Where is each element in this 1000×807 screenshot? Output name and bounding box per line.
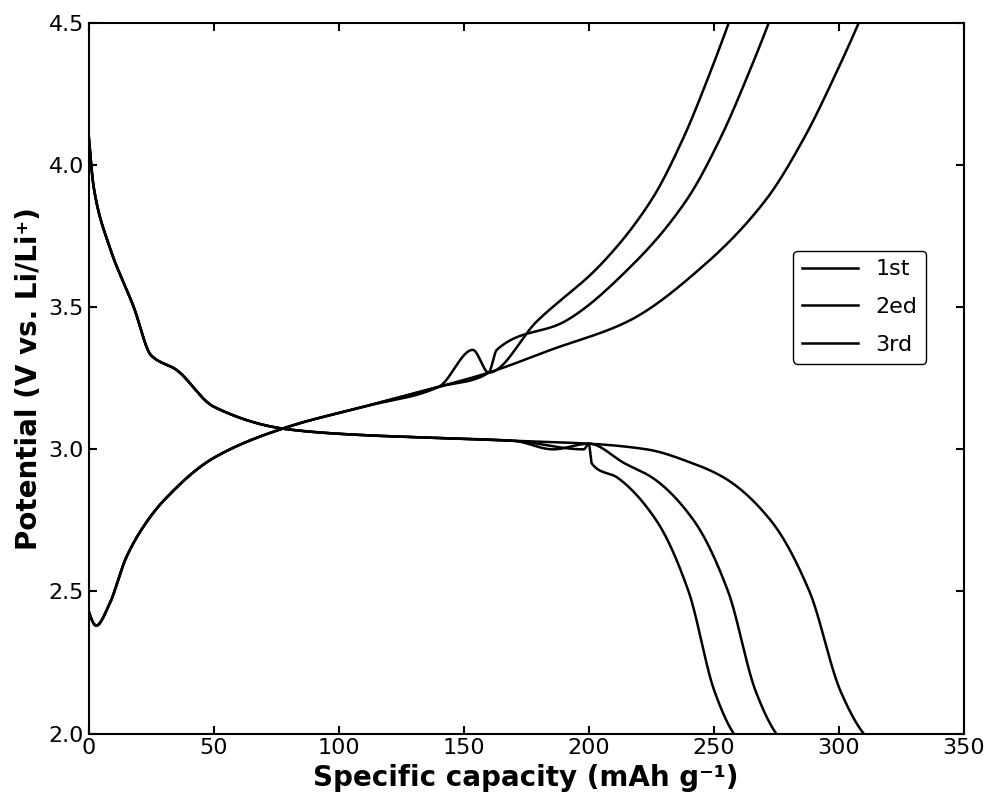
- X-axis label: Specific capacity (mAh g⁻¹): Specific capacity (mAh g⁻¹): [313, 764, 739, 792]
- Legend: 1st, 2ed, 3rd: 1st, 2ed, 3rd: [793, 250, 926, 364]
- Y-axis label: Potential (V vs. Li/Li⁺): Potential (V vs. Li/Li⁺): [15, 207, 43, 550]
